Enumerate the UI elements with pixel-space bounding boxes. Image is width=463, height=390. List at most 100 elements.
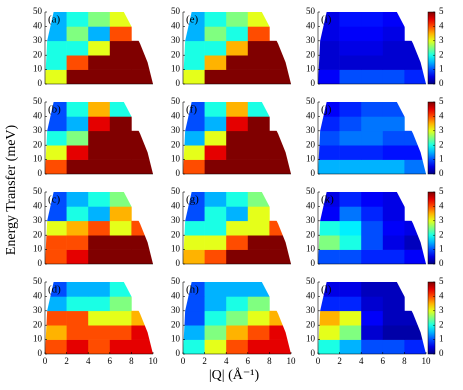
y-tick-label: 30 bbox=[171, 35, 181, 45]
x-tick-label: 4 bbox=[359, 356, 364, 366]
heatmap-cell bbox=[226, 220, 249, 236]
colorbar-tick-label: 0 bbox=[439, 348, 444, 358]
heatmap-cell bbox=[109, 55, 132, 70]
colorbar-tick-label: 5 bbox=[439, 6, 444, 16]
heatmap-cell bbox=[109, 296, 132, 312]
heatmap-cell bbox=[318, 130, 340, 146]
colorbar-tick-label: 4 bbox=[439, 200, 444, 210]
colorbar-tick-label: 3 bbox=[439, 305, 444, 315]
colorbar-tick-label: 2 bbox=[439, 139, 444, 149]
heatmap-cell bbox=[45, 116, 67, 132]
x-tick-label: 6 bbox=[246, 356, 251, 366]
heatmap-cell bbox=[204, 12, 227, 27]
heatmap-cell bbox=[204, 26, 227, 42]
y-tick-label: 50 bbox=[306, 96, 316, 106]
heatmap-cell bbox=[226, 26, 249, 42]
heatmap-cell bbox=[318, 325, 340, 340]
heatmap-cell bbox=[226, 116, 249, 132]
y-tick-label: 40 bbox=[171, 20, 181, 30]
heatmap-cell bbox=[382, 282, 405, 297]
heatmap-cell bbox=[318, 26, 340, 42]
heatmap-cell bbox=[226, 159, 249, 174]
heatmap-cell bbox=[361, 235, 384, 250]
heatmap-cell bbox=[66, 26, 89, 42]
heatmap-cell bbox=[204, 282, 227, 297]
y-tick-label: 10 bbox=[171, 334, 181, 344]
heatmap-cell bbox=[131, 40, 153, 56]
heatmap-cell bbox=[109, 69, 132, 84]
heatmap-cell bbox=[109, 26, 132, 42]
colorbar-tick-label: 1 bbox=[439, 64, 444, 74]
heatmap-cell bbox=[339, 206, 362, 222]
heatmap-cell bbox=[66, 310, 89, 326]
heatmap-cell bbox=[109, 159, 132, 174]
heatmap-cell bbox=[361, 12, 384, 27]
y-tick-label: 10 bbox=[171, 64, 181, 74]
heatmap-cell bbox=[109, 310, 132, 326]
y-tick-label: 50 bbox=[171, 276, 181, 286]
y-tick-label: 50 bbox=[33, 186, 43, 196]
heatmap-cell bbox=[361, 130, 384, 146]
heatmap-cell bbox=[226, 310, 249, 326]
panel-label: (j) bbox=[321, 104, 332, 116]
heatmap-cell bbox=[226, 145, 249, 160]
y-tick-label: 0 bbox=[311, 348, 316, 358]
heatmap-cell bbox=[361, 102, 384, 117]
panel-label: (c) bbox=[48, 194, 61, 206]
heatmap-cell bbox=[361, 206, 384, 222]
heatmap-cell bbox=[45, 220, 67, 236]
y-tick-label: 50 bbox=[306, 186, 316, 196]
y-tick-label: 30 bbox=[33, 305, 43, 315]
heatmap-cell bbox=[66, 192, 89, 207]
heatmap-cell bbox=[66, 220, 89, 236]
heatmap-cell bbox=[109, 130, 132, 146]
heatmap-cell bbox=[88, 206, 111, 222]
heatmap-cell bbox=[226, 325, 249, 340]
heatmap-cell bbox=[131, 249, 153, 264]
heatmap-cell bbox=[226, 206, 249, 222]
heatmap-cell bbox=[361, 116, 384, 132]
colorbar-tick-label: 5 bbox=[439, 186, 444, 196]
heatmap-cell bbox=[382, 206, 405, 222]
heatmap-cell bbox=[88, 296, 111, 312]
heatmap-cell bbox=[404, 220, 426, 236]
y-tick-label: 40 bbox=[33, 200, 43, 210]
x-tick-label: 0 bbox=[316, 356, 321, 366]
heatmap-cell bbox=[183, 130, 205, 146]
heatmap bbox=[45, 192, 153, 264]
panel-label: (e) bbox=[186, 14, 199, 26]
heatmap-cell bbox=[382, 55, 405, 70]
heatmap bbox=[183, 282, 291, 354]
y-tick-label: 10 bbox=[33, 64, 43, 74]
colorbar-tick-label: 5 bbox=[439, 276, 444, 286]
heatmap-cell bbox=[183, 206, 205, 222]
heatmap-cell bbox=[318, 116, 340, 132]
heatmap-cell bbox=[109, 220, 132, 236]
heatmap-cell bbox=[226, 249, 249, 264]
heatmap-cell bbox=[361, 249, 384, 264]
heatmap-cell bbox=[382, 310, 405, 326]
heatmap-cell bbox=[404, 145, 426, 160]
colorbar bbox=[427, 101, 436, 175]
heatmap-cell bbox=[339, 339, 362, 354]
y-tick-label: 30 bbox=[33, 125, 43, 135]
heatmap-cell bbox=[269, 69, 291, 84]
y-tick-label: 40 bbox=[33, 20, 43, 30]
heatmap-cell bbox=[361, 282, 384, 297]
colorbar-tick-label: 0 bbox=[439, 168, 444, 178]
heatmap-cell bbox=[226, 282, 249, 297]
heatmap-cell bbox=[247, 116, 270, 132]
heatmap-cell bbox=[45, 145, 67, 160]
heatmap bbox=[318, 192, 426, 264]
heatmap-cell bbox=[404, 69, 426, 84]
heatmap-cell bbox=[404, 249, 426, 264]
y-tick-label: 50 bbox=[171, 186, 181, 196]
heatmap-cell bbox=[109, 145, 132, 160]
heatmap-cell bbox=[109, 102, 132, 117]
colorbar-tick-label: 2 bbox=[439, 49, 444, 59]
y-tick-label: 40 bbox=[33, 290, 43, 300]
heatmap-cell bbox=[131, 235, 153, 250]
heatmap-cell bbox=[226, 12, 249, 27]
heatmap bbox=[45, 12, 153, 84]
y-tick-label: 10 bbox=[171, 244, 181, 254]
